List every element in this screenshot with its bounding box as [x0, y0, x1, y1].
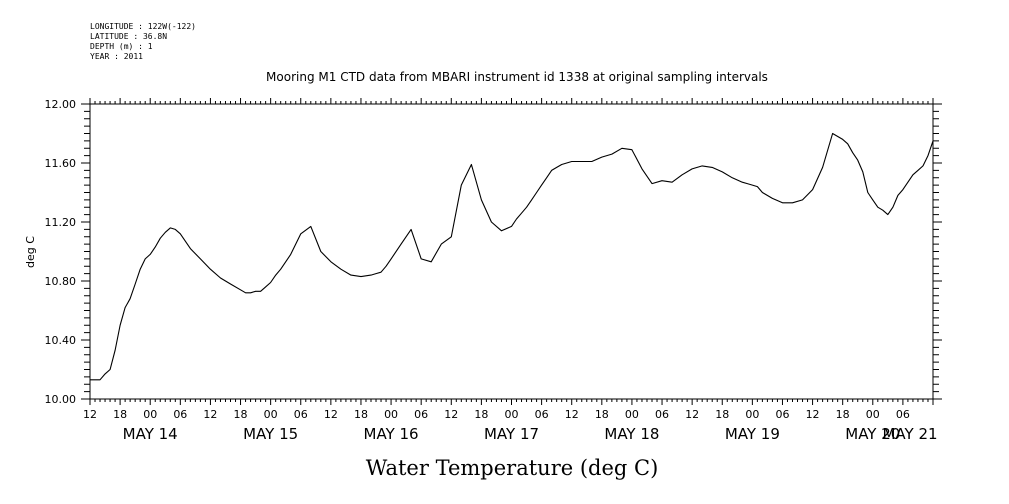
latitude-label: LATITUDE : 36.8N: [90, 32, 168, 41]
y-tick-label: 10.80: [45, 275, 77, 288]
x-hour-label: 18: [836, 408, 850, 421]
x-day-label: MAY 21: [882, 425, 937, 443]
x-hour-label: 00: [143, 408, 157, 421]
y-tick-label: 11.20: [45, 216, 77, 229]
x-day-label: MAY 17: [484, 425, 539, 443]
x-hour-label: 06: [896, 408, 910, 421]
x-hour-label: 06: [775, 408, 789, 421]
x-hour-label: 12: [324, 408, 338, 421]
x-hour-label: 00: [866, 408, 880, 421]
x-hour-label: 00: [264, 408, 278, 421]
x-axis-label: Water Temperature (deg C): [366, 456, 659, 480]
x-hour-label: 00: [745, 408, 759, 421]
x-hour-label: 00: [625, 408, 639, 421]
x-hour-label: 18: [113, 408, 127, 421]
x-day-label: MAY 15: [243, 425, 298, 443]
x-hour-label: 06: [655, 408, 669, 421]
x-day-label: MAY 14: [123, 425, 178, 443]
x-hour-label: 00: [384, 408, 398, 421]
x-hour-label: 12: [565, 408, 579, 421]
depth-label: DEPTH (m) : 1: [90, 42, 153, 51]
x-hour-label: 18: [354, 408, 368, 421]
series-group: [90, 132, 934, 381]
x-hour-label: 12: [203, 408, 217, 421]
water-temperature-line: [90, 132, 934, 381]
y-tick-label: 12.00: [45, 98, 77, 111]
x-hour-label: 06: [414, 408, 428, 421]
x-day-label: MAY 19: [725, 425, 780, 443]
station-metadata: LONGITUDE : 122W(-122) LATITUDE : 36.8N …: [90, 22, 196, 62]
x-day-label: MAY 20: [845, 425, 900, 443]
x-axis-ticks: 12 18 00 06 12 18 00 06 12 18 00 06 12 18 00 06 12 18 00 06…: [83, 98, 938, 443]
x-hour-label: 06: [294, 408, 308, 421]
y-axis-label: deg C: [24, 236, 37, 268]
x-hour-label: 18: [474, 408, 488, 421]
longitude-label: LONGITUDE : 122W(-122): [90, 22, 196, 31]
x-hour-label: 12: [444, 408, 458, 421]
plot-frame: [89, 103, 934, 400]
x-day-label: MAY 18: [604, 425, 659, 443]
x-day-label: MAY 16: [364, 425, 419, 443]
x-hour-label: 18: [234, 408, 248, 421]
x-hour-label: 18: [595, 408, 609, 421]
y-tick-label: 10.40: [45, 334, 77, 347]
x-hour-label: 12: [685, 408, 699, 421]
y-tick-label: 10.00: [45, 393, 77, 406]
x-hour-label: 18: [715, 408, 729, 421]
chart-title: Mooring M1 CTD data from MBARI instrumen…: [266, 70, 768, 84]
x-hour-label: 06: [535, 408, 549, 421]
y-tick-label: 11.60: [45, 157, 77, 170]
x-hour-label: 12: [83, 408, 97, 421]
y-axis-ticks: 10.00 10.40 10.80 11.20 11.60 12.00: [45, 98, 942, 406]
x-hour-label: 00: [505, 408, 519, 421]
year-label: YEAR : 2011: [90, 52, 143, 61]
x-hour-label: 12: [806, 408, 820, 421]
x-hour-label: 06: [173, 408, 187, 421]
